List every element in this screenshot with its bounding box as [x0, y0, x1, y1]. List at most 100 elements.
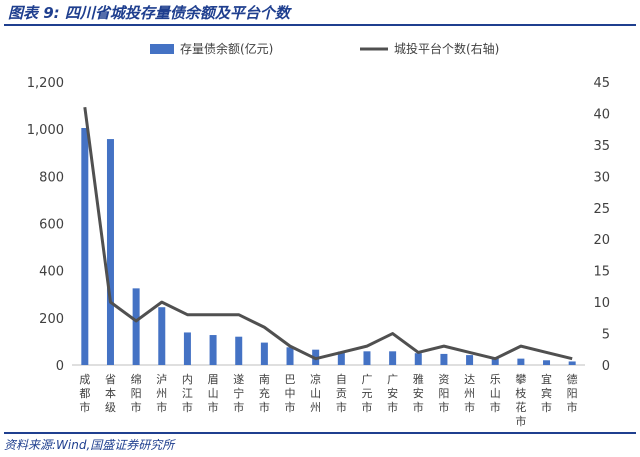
x-tick-char: 级 [105, 401, 116, 414]
x-tick-char: 阳 [567, 387, 578, 400]
y-right-tick-label: 45 [593, 76, 610, 91]
bar-宜宾市 [543, 360, 551, 365]
x-tick-label-雅安市: 雅安市 [413, 372, 424, 414]
x-tick-char: 市 [208, 400, 219, 414]
bar-绵阳市 [132, 288, 140, 365]
bar-雅安市 [414, 353, 422, 365]
bar-眉山市 [209, 335, 217, 365]
bar-南充市 [260, 342, 268, 365]
x-tick-char: 广 [387, 373, 398, 386]
x-tick-char: 遂 [233, 372, 244, 386]
x-tick-char: 市 [233, 400, 244, 414]
x-tick-char: 花 [515, 401, 526, 414]
x-tick-char: 市 [515, 414, 526, 428]
legend: 存量债余额(亿元) 城投平台个数(右轴) [150, 41, 499, 56]
x-tick-char: 市 [438, 400, 449, 414]
y-right-tick-label: 40 [593, 107, 610, 122]
bar-内江市 [183, 332, 191, 365]
x-tick-char: 泸 [156, 373, 167, 386]
x-tick-char: 山 [310, 387, 321, 400]
x-tick-label-泸州市: 泸州市 [156, 373, 167, 414]
x-tick-char: 乐 [490, 373, 501, 386]
x-tick-char: 德 [567, 372, 578, 386]
x-tick-char: 山 [208, 387, 219, 400]
y-right-tick-label: 0 [602, 359, 610, 374]
x-tick-label-广安市: 广安市 [387, 373, 398, 414]
x-tick-label-眉山市: 眉山市 [208, 373, 219, 414]
line-series [83, 106, 573, 361]
y-right-tick-label: 20 [593, 233, 610, 248]
x-tick-label-宜宾市: 宜宾市 [541, 372, 552, 414]
chart-title: 图表 9: 四川省城投存量债余额及平台个数 [8, 4, 290, 22]
bar-广元市 [363, 351, 371, 365]
x-tick-label-绵阳市: 绵阳市 [131, 372, 142, 414]
x-tick-char: 市 [567, 400, 578, 414]
x-tick-char: 山 [490, 387, 501, 400]
y-right-tick-label: 5 [602, 328, 610, 343]
bar-遂宁市 [235, 336, 243, 365]
x-tick-label-成都市: 成都市 [79, 373, 90, 414]
x-tick-char: 市 [490, 400, 501, 414]
legend-label-line: 城投平台个数(右轴) [394, 41, 499, 56]
y-right-tick-label: 25 [593, 202, 610, 217]
x-tick-char: 都 [79, 387, 90, 400]
x-tick-label-内江市: 内江市 [182, 372, 193, 414]
x-tick-char: 资 [438, 373, 449, 386]
y-left-tick-label: 400 [39, 265, 64, 280]
axes: 0 200 400 600 800 1,000 1,200 0 5 10 15 20 25 30 35 40 4… [27, 76, 610, 374]
bar-德阳市 [568, 361, 576, 365]
x-tick-char: 市 [182, 400, 193, 414]
x-tick-char: 市 [131, 400, 142, 414]
x-tick-char: 市 [541, 400, 552, 414]
x-tick-char: 雅 [413, 372, 424, 386]
x-tick-char: 充 [259, 386, 270, 400]
y-right-tick-label: 35 [593, 139, 610, 154]
x-tick-char: 市 [387, 400, 398, 414]
x-tick-char: 市 [156, 400, 167, 414]
x-tick-char: 江 [182, 387, 193, 400]
bar-省本级 [106, 139, 114, 365]
legend-label-bar: 存量债余额(亿元) [180, 41, 273, 56]
y-left-tick-label: 1,000 [27, 123, 64, 138]
x-tick-label-巴中市: 巴中市 [285, 373, 296, 414]
x-tick-char: 自 [336, 373, 347, 386]
x-tick-char: 内 [182, 372, 193, 386]
x-axis-labels: 成都市省本级绵阳市泸州市内江市眉山市遂宁市南充市巴中市凉山州自贡市广元市广安市雅… [79, 372, 577, 428]
x-tick-char: 安 [413, 386, 424, 400]
bar-攀枝花市 [517, 358, 525, 365]
x-tick-char: 元 [361, 387, 372, 400]
bar-乐山市 [491, 357, 499, 365]
x-tick-char: 安 [387, 386, 398, 400]
x-tick-char: 州 [156, 387, 167, 400]
x-tick-char: 宁 [233, 386, 244, 400]
x-tick-char: 市 [79, 400, 90, 414]
y-right-tick-label: 10 [593, 296, 610, 311]
x-tick-char: 成 [79, 373, 90, 386]
bar-资阳市 [440, 353, 448, 365]
x-tick-char: 眉 [208, 373, 219, 386]
source-note: 资料来源:Wind,国盛证券研究所 [4, 438, 175, 452]
x-tick-label-达州市: 达州市 [464, 373, 475, 414]
x-tick-char: 宾 [541, 386, 552, 400]
x-tick-char: 南 [259, 373, 270, 386]
bar-广安市 [389, 351, 397, 365]
x-tick-char: 市 [285, 400, 296, 414]
x-tick-char: 市 [259, 400, 270, 414]
bar-自贡市 [337, 351, 345, 365]
x-tick-char: 市 [413, 400, 424, 414]
x-tick-char: 省 [105, 373, 116, 386]
x-tick-char: 市 [464, 400, 475, 414]
source-divider [4, 432, 636, 434]
x-tick-char: 达 [464, 373, 475, 386]
x-tick-char: 市 [336, 400, 347, 414]
x-tick-char: 绵 [131, 372, 142, 386]
x-tick-char: 凉 [310, 372, 321, 386]
x-tick-char: 州 [464, 387, 475, 400]
line-platform-count [83, 106, 573, 361]
x-tick-label-自贡市: 自贡市 [336, 373, 347, 414]
y-left-tick-label: 1,200 [27, 76, 64, 91]
y-left-tick-label: 0 [56, 359, 64, 374]
x-tick-char: 宜 [541, 372, 552, 386]
y-left-tick-label: 200 [39, 312, 64, 327]
